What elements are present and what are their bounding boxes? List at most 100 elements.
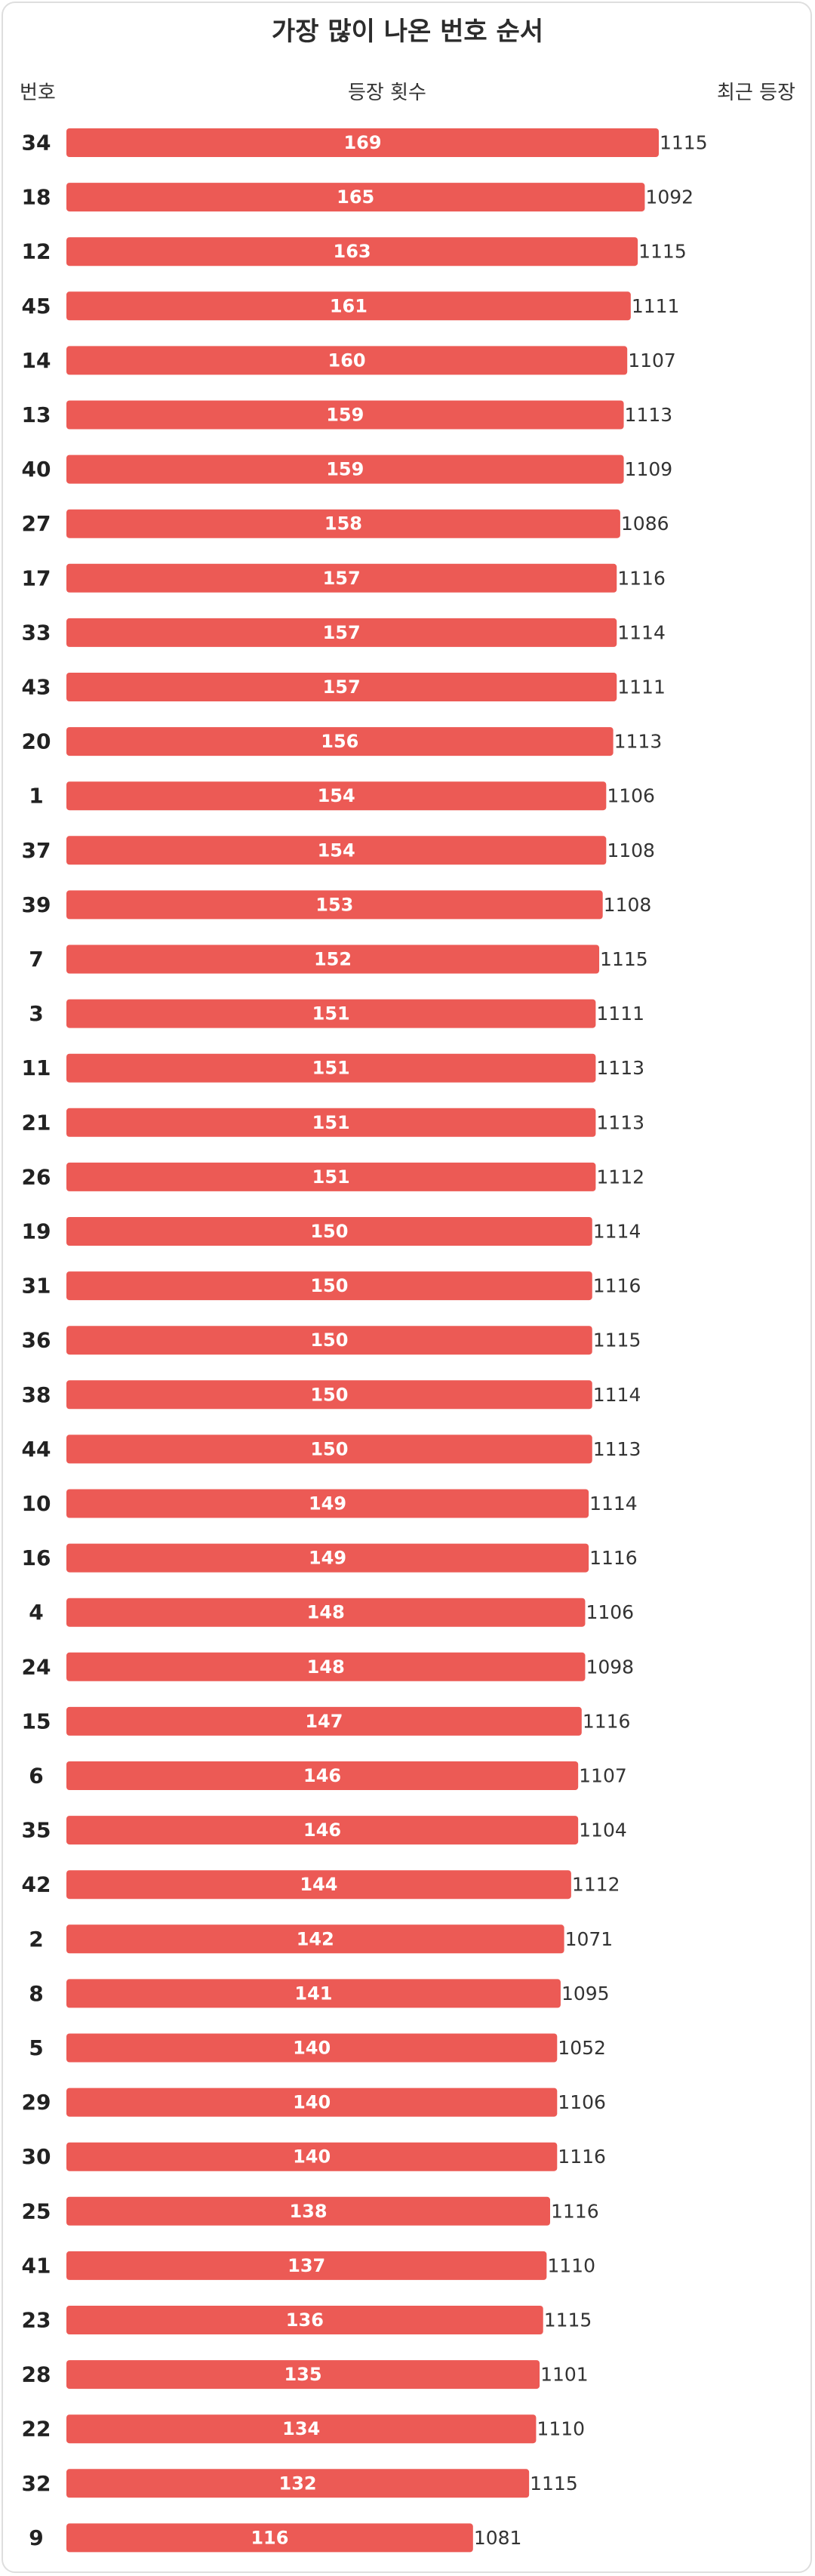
count-value-label: 163 [334,241,371,262]
recent-draw-label: 1101 [540,2364,589,2386]
count-value-label: 150 [310,1221,348,1242]
number-label: 3 [29,1001,43,1026]
bar-row: 20 156 1113 [22,727,663,756]
number-label: 45 [22,294,51,319]
recent-draw-label: 1114 [593,1221,641,1243]
count-value-label: 146 [303,1765,341,1786]
recent-draw-label: 1111 [632,295,680,317]
bar [66,454,624,484]
count-value-label: 150 [310,1384,348,1405]
count-value-label: 147 [305,1711,343,1732]
count-value-label: 135 [284,2364,321,2385]
bar-row: 34 169 1115 [22,128,708,157]
recent-draw-label: 1098 [586,1656,634,1678]
bar [66,1979,561,2008]
bar-row: 21 151 1113 [22,1108,644,1137]
bar [66,237,638,267]
number-label: 13 [22,402,51,427]
recent-column-header: 최근 등장 [717,82,795,104]
recent-draw-label: 1113 [596,1111,644,1133]
count-value-label: 140 [293,2146,331,2168]
bar-row: 17 157 1116 [22,563,666,593]
recent-draw-label: 1116 [551,2200,599,2222]
recent-draw-label: 1092 [645,186,694,208]
count-value-label: 157 [323,676,361,698]
number-label: 18 [22,185,51,210]
number-label: 37 [22,838,51,863]
bar [66,2251,547,2280]
bar-row: 31 150 1116 [22,1271,641,1301]
bar [66,1326,592,1355]
bar-row: 39 153 1108 [22,890,651,920]
number-label: 7 [29,947,43,972]
bar-row: 30 140 1116 [22,2142,606,2171]
bar [66,1924,564,1954]
number-label: 43 [22,675,51,700]
recent-draw-label: 1116 [558,2146,606,2168]
bar-row: 26 151 1112 [22,1162,644,1191]
number-label: 21 [22,1110,51,1135]
bar-row: 7 152 1115 [29,944,648,974]
bar-row: 9 116 1081 [29,2523,521,2553]
bar-row: 41 137 1110 [22,2251,595,2280]
number-label: 1 [29,784,43,809]
recent-draw-label: 1052 [558,2037,606,2059]
bar [66,291,631,321]
bar [66,727,614,756]
count-value-label: 169 [343,132,381,153]
bar [66,400,624,430]
recent-draw-label: 1113 [614,731,663,753]
number-label: 44 [22,1437,51,1462]
bar [66,1053,596,1083]
count-value-label: 138 [289,2201,327,2222]
recent-draw-label: 1108 [607,840,655,861]
count-column-header: 등장 횟수 [348,82,426,104]
bar [66,1598,586,1627]
count-value-label: 158 [324,513,362,535]
count-value-label: 144 [300,1874,337,1895]
number-label: 28 [22,2362,51,2387]
bar-row: 33 157 1114 [22,618,666,647]
number-label: 8 [29,1981,43,2006]
recent-draw-label: 1086 [621,513,669,535]
bar [66,563,617,593]
number-label: 5 [29,2035,43,2060]
bar-row: 14 160 1107 [22,346,676,375]
count-value-label: 137 [288,2255,325,2276]
bar [66,2088,558,2117]
recent-draw-label: 1114 [593,1384,641,1406]
recent-draw-label: 1104 [579,1820,627,1841]
bar [66,781,607,811]
bar-row: 28 135 1101 [22,2360,589,2390]
count-value-label: 154 [318,840,355,861]
chart-title: 가장 많이 나온 번호 순서 [271,17,544,47]
bar [66,2414,537,2444]
count-value-label: 142 [297,1928,334,1949]
bar-row: 3 151 1111 [29,999,644,1028]
bar [66,944,600,974]
number-label: 31 [22,1274,51,1299]
bar [66,1217,592,1246]
number-label: 36 [22,1328,51,1353]
bar [66,2469,530,2498]
number-column-header: 번호 [20,82,56,104]
bar [66,1652,586,1681]
bar-row: 10 149 1114 [22,1489,638,1518]
number-label: 41 [22,2253,51,2278]
recent-draw-label: 1113 [596,1057,644,1079]
number-label: 14 [22,348,51,373]
bar-row: 8 141 1095 [29,1979,610,2008]
bar-row: 19 150 1114 [22,1217,641,1246]
recent-draw-label: 1116 [583,1710,631,1732]
bar-row: 16 149 1116 [22,1543,638,1573]
bar-row: 11 151 1113 [22,1053,644,1083]
bar [66,2196,551,2226]
count-value-label: 165 [337,186,374,208]
number-label: 38 [22,1382,51,1407]
count-value-label: 146 [303,1820,341,1841]
bar-row: 32 132 1115 [22,2469,578,2498]
bar [66,1543,589,1573]
bar [66,2306,543,2334]
bar [66,509,620,538]
count-value-label: 156 [321,731,358,752]
